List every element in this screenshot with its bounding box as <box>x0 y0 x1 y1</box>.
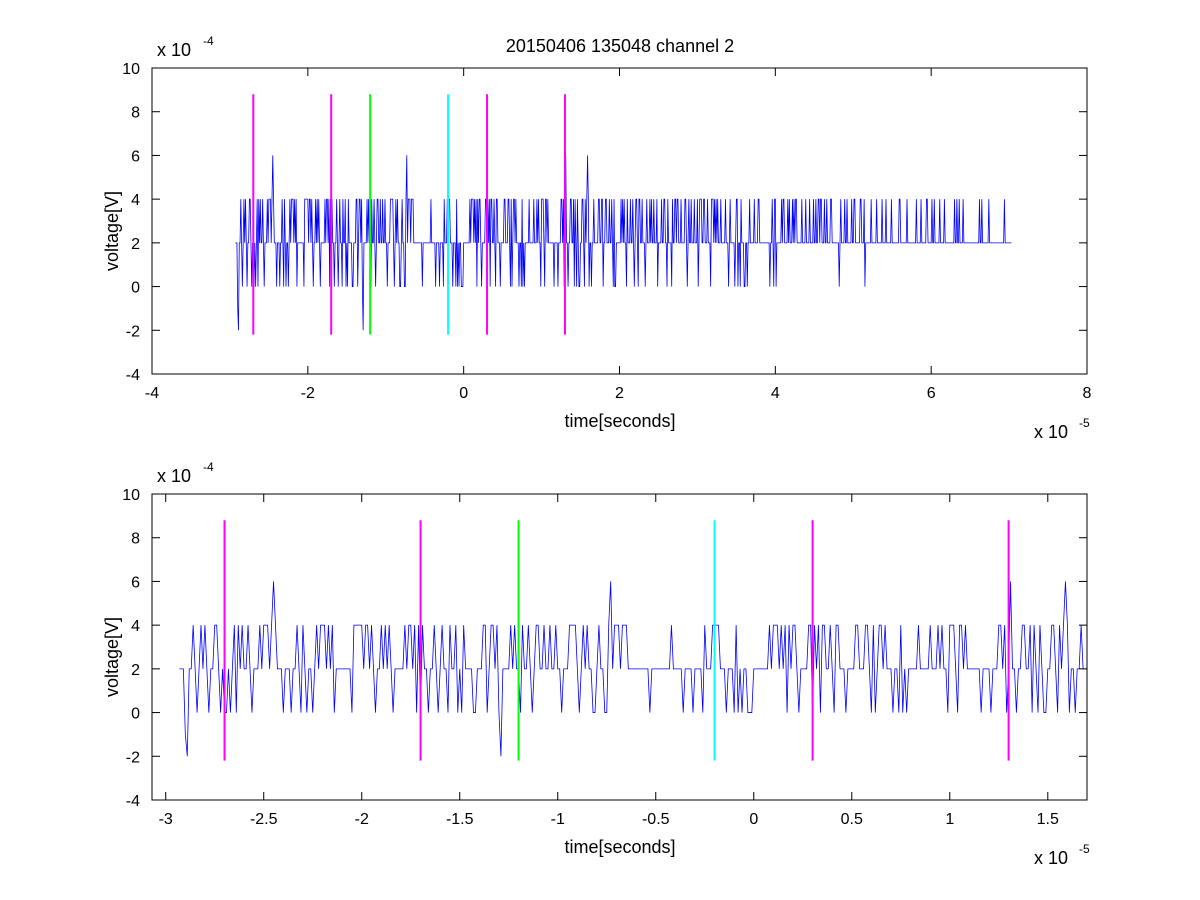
top-plot: 20150406 135048 channel 2 -4 -2 0 2 4 6 8 -4 -2 0… <box>102 34 1092 442</box>
top-y-tick-label-1: -2 <box>126 323 140 340</box>
top-y-tick-label-2: 0 <box>131 280 140 297</box>
bottom-x-exponent-base: x 10 <box>1034 848 1068 868</box>
bottom-y-tick-label-4: 4 <box>131 618 140 635</box>
bottom-x-exponent-power: -5 <box>1079 842 1090 856</box>
top-y-tick-label-6: 8 <box>131 105 140 122</box>
top-x-tick-label-2: 0 <box>459 385 468 402</box>
top-plot-title: 20150406 135048 channel 2 <box>506 36 734 56</box>
top-x-tick-label-4: 4 <box>771 385 780 402</box>
top-y-tick-label-7: 10 <box>122 61 140 78</box>
bottom-y-exponent-power: -4 <box>203 460 214 474</box>
bottom-y-exponent-base: x 10 <box>157 466 191 486</box>
bottom-y-tick-label-6: 8 <box>131 531 140 548</box>
top-x-axis-label: time[seconds] <box>564 411 675 431</box>
bottom-y-tick-label-3: 2 <box>131 662 140 679</box>
top-x-exponent-base: x 10 <box>1034 422 1068 442</box>
bottom-y-tick-label-1: -2 <box>126 749 140 766</box>
top-x-exponent: x 10 -5 <box>1034 416 1090 442</box>
bottom-y-axis-label: voltage[V] <box>102 617 122 697</box>
bottom-y-exponent: x 10 -4 <box>157 460 214 486</box>
top-y-exponent: x 10 -4 <box>157 34 214 60</box>
top-y-axis-label: voltage[V] <box>102 191 122 271</box>
bottom-marker-layer <box>223 520 1010 761</box>
top-y-tick-label-0: -4 <box>126 367 140 384</box>
top-x-exponent-power: -5 <box>1079 416 1090 430</box>
top-tick-layer: -4 -2 0 2 4 6 8 -4 -2 0 2 4 6 8 10 <box>122 61 1091 402</box>
bottom-y-tick-label-5: 6 <box>131 574 140 591</box>
top-y-tick-label-4: 4 <box>131 192 140 209</box>
bottom-x-axis-label: time[seconds] <box>564 837 675 857</box>
top-series-layer <box>235 155 1012 331</box>
top-y-exponent-power: -4 <box>203 34 214 48</box>
top-x-tick-label-5: 6 <box>927 385 936 402</box>
bottom-plot: -3 -2.5 -2 -1.5 -1 -0.5 0 0.5 1 1.5 -4 -2 0 2 4 6 8 10 ti… <box>102 460 1090 868</box>
bottom-series-line-0 <box>179 581 1087 757</box>
top-series-line-0 <box>235 155 1012 331</box>
bottom-x-tick-label-9: 1.5 <box>1037 811 1059 828</box>
bottom-x-tick-label-5: -0.5 <box>642 811 670 828</box>
bottom-x-tick-label-8: 1 <box>945 811 954 828</box>
bottom-x-tick-label-2: -2 <box>355 811 369 828</box>
bottom-x-exponent: x 10 -5 <box>1034 842 1090 868</box>
top-y-tick-label-5: 6 <box>131 148 140 165</box>
bottom-x-tick-label-1: -2.5 <box>250 811 278 828</box>
top-plot-area <box>151 67 1088 375</box>
bottom-x-tick-label-7: 0.5 <box>841 811 863 828</box>
bottom-x-tick-label-6: 0 <box>749 811 758 828</box>
bottom-x-tick-label-0: -3 <box>159 811 173 828</box>
top-marker-layer <box>252 94 566 335</box>
top-y-tick-label-3: 2 <box>131 236 140 253</box>
bottom-y-tick-label-0: -4 <box>126 793 140 810</box>
top-y-exponent-base: x 10 <box>157 40 191 60</box>
top-x-tick-label-1: -2 <box>301 385 315 402</box>
top-x-tick-label-0: -4 <box>145 385 159 402</box>
top-x-tick-label-3: 2 <box>615 385 624 402</box>
bottom-series-layer <box>179 581 1087 757</box>
bottom-y-tick-label-7: 10 <box>122 487 140 504</box>
bottom-x-tick-label-4: -1 <box>551 811 565 828</box>
bottom-x-tick-label-3: -1.5 <box>446 811 474 828</box>
bottom-tick-layer: -3 -2.5 -2 -1.5 -1 -0.5 0 0.5 1 1.5 -4 -2 0 2 4 6 8 10 <box>122 487 1087 828</box>
bottom-y-tick-label-2: 0 <box>131 706 140 723</box>
top-x-tick-label-6: 8 <box>1083 385 1092 402</box>
